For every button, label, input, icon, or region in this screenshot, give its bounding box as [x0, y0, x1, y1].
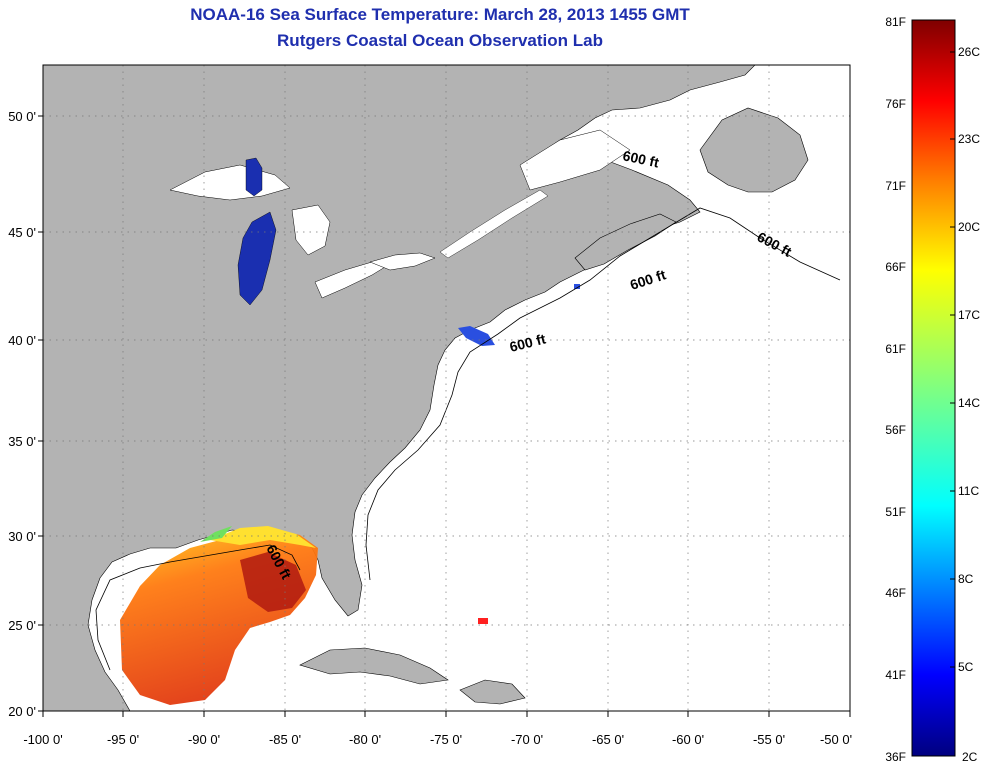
colorbar-c-label: 11C [958, 484, 979, 498]
land-cuba [299, 647, 449, 685]
lake-erie [314, 261, 391, 299]
colorbar-f-label: 81F [885, 15, 906, 29]
colorbar-f-label: 61F [885, 342, 906, 356]
colorbar-f-label: 56F [885, 423, 906, 437]
colorbar-f-label: 36F [885, 750, 906, 764]
colorbar-f-label: 66F [885, 260, 906, 274]
colorbar-f-label: 51F [885, 505, 906, 519]
lat-tick-label: 50 0' [8, 109, 36, 124]
colorbar [911, 19, 956, 757]
gulf-st-lawrence [519, 129, 631, 191]
lake-michigan [245, 157, 263, 197]
land-hispaniola [459, 679, 526, 705]
lon-tick-label: -65 0' [592, 732, 624, 747]
lake-ontario [369, 252, 436, 271]
lon-tick-label: -95 0' [107, 732, 139, 747]
lon-tick-label: -85 0' [269, 732, 301, 747]
lon-tick-label: -55 0' [753, 732, 785, 747]
contour-600ft-gulf [95, 544, 301, 671]
gulf-coastal-green [200, 526, 232, 542]
colorbar-c-label: 20C [958, 220, 980, 234]
gulf-coastal-yellow [210, 526, 316, 548]
lat-tick-label: 35 0' [8, 434, 36, 449]
lon-tick-label: -100 0' [23, 732, 62, 747]
lat-tick-label: 25 0' [8, 618, 36, 633]
colorbar-ticks [950, 51, 955, 668]
colorbar-f-label: 46F [885, 586, 906, 600]
axis-ticks [38, 115, 851, 717]
lon-tick-label: -60 0' [672, 732, 704, 747]
colorbar-c-label: 14C [958, 396, 980, 410]
colorbar-c-label: 8C [958, 572, 974, 586]
lon-tick-label: -50 0' [820, 732, 852, 747]
colorbar-c-label: 23C [958, 132, 980, 146]
lat-tick-label: 20 0' [8, 704, 36, 719]
lake-michigan-south [237, 211, 277, 306]
nantucket-cold-patch [574, 284, 580, 289]
contour-600ft-atlantic [365, 207, 841, 581]
colorbar-c-label: 26C [958, 45, 980, 59]
st-lawrence-river [439, 189, 549, 259]
contour-label: 600 ft [621, 147, 660, 170]
map-subtitle: Rutgers Coastal Ocean Observation Lab [277, 31, 603, 50]
colorbar-f-label: 41F [885, 668, 906, 682]
warm-spot [478, 618, 488, 624]
lat-tick-label: 45 0' [8, 225, 36, 240]
graticule [43, 65, 850, 711]
lon-tick-label: -75 0' [430, 732, 462, 747]
ny-bight-cold-water [458, 326, 495, 346]
map-title: NOAA-16 Sea Surface Temperature: March 2… [190, 5, 690, 24]
colorbar-c-label: 2C [962, 750, 978, 764]
gulf-hot-core [240, 552, 306, 612]
colorbar-c-label: 17C [958, 308, 980, 322]
lon-tick-label: -90 0' [188, 732, 220, 747]
lake-huron [291, 204, 331, 256]
lon-tick-label: -70 0' [511, 732, 543, 747]
colorbar-c-label: 5C [958, 660, 974, 674]
colorbar-f-label: 71F [885, 179, 906, 193]
lat-tick-label: 40 0' [8, 333, 36, 348]
lon-tick-label: -80 0' [349, 732, 381, 747]
land-newfoundland [699, 107, 809, 193]
colorbar-f-label: 76F [885, 97, 906, 111]
lat-tick-label: 30 0' [8, 529, 36, 544]
